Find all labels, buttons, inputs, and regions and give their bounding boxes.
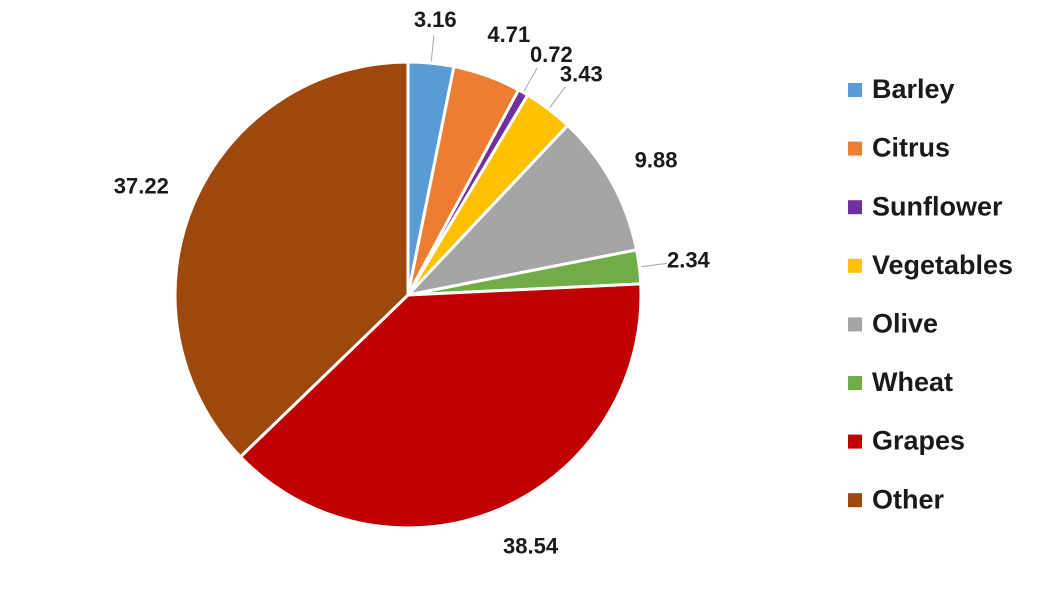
leader-line <box>523 67 538 91</box>
legend-label: Wheat <box>872 367 953 397</box>
data-label: 0.72 <box>530 42 573 67</box>
pie-slice <box>238 282 643 530</box>
data-label: 3.16 <box>414 7 457 32</box>
data-label: 37.22 <box>114 173 169 198</box>
legend-swatch <box>848 141 862 156</box>
leader-line <box>641 262 668 268</box>
data-label: 38.54 <box>503 533 559 558</box>
legend-label: Vegetables <box>872 250 1013 280</box>
leader-line <box>549 86 566 108</box>
legend-swatch <box>848 434 862 449</box>
pie-slice <box>403 123 639 298</box>
data-label: 4.71 <box>487 22 530 47</box>
legend-label: Olive <box>872 309 938 339</box>
legend-label: Citrus <box>872 133 950 163</box>
legend-swatch <box>848 200 862 215</box>
data-label: 2.34 <box>667 248 711 273</box>
pie-slice <box>173 60 410 459</box>
legend-swatch <box>848 317 862 332</box>
legend-swatch <box>848 258 862 273</box>
leader-line <box>430 35 435 62</box>
data-label: 3.43 <box>560 61 603 86</box>
legend-swatch <box>848 376 862 390</box>
legend-swatch <box>848 83 862 97</box>
legend-swatch <box>848 493 862 508</box>
legend-label: Other <box>872 484 945 514</box>
legend-label: Sunflower <box>872 191 1003 221</box>
legend-label: Barley <box>872 74 955 104</box>
legend-label: Grapes <box>872 426 965 456</box>
data-label: 9.88 <box>635 148 678 173</box>
